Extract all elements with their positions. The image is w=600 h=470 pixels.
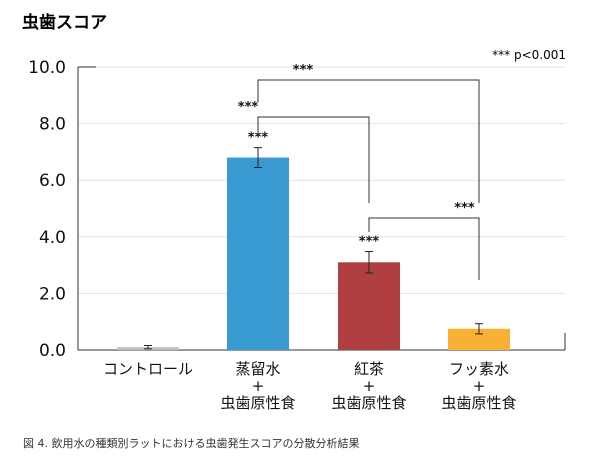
x-category-label: 蒸留水	[235, 360, 280, 378]
bracket-significance-label: ***	[238, 100, 259, 115]
x-category-label: +	[252, 377, 265, 395]
y-tick-label: 4.0	[39, 228, 66, 248]
x-category-label: コントロール	[103, 360, 193, 378]
y-tick-label: 6.0	[39, 171, 66, 191]
axes: 0.0 2.0 4.0 6.0 8.0 10.0	[28, 58, 566, 361]
x-category-label: 虫歯原性食	[220, 394, 295, 412]
y-tick-label: 8.0	[39, 115, 66, 135]
figure-caption: 図 4. 飲用水の種類別ラットにおける虫歯発生スコアの分散分析結果	[23, 437, 360, 450]
gridlines	[78, 66, 565, 294]
x-category-label: +	[363, 377, 376, 395]
x-category-label: 虫歯原性食	[441, 394, 516, 412]
x-category-label: フッ素水	[449, 360, 509, 378]
bar	[338, 262, 400, 350]
y-tick-label: 2.0	[39, 284, 66, 304]
x-category-label: +	[473, 377, 486, 395]
bar	[448, 328, 510, 350]
significance-note: *** p<0.001	[492, 48, 566, 62]
y-tick-label: 0.0	[39, 341, 66, 361]
bar-significance-label: ***	[359, 235, 380, 250]
x-category-label: 紅茶	[354, 360, 384, 378]
significance-brackets: *** *** ***	[238, 63, 480, 280]
y-tick-label: 10.0	[28, 58, 66, 78]
significance-bracket	[368, 217, 480, 280]
bracket-significance-label: ***	[454, 201, 475, 216]
bar	[227, 157, 289, 350]
bars: *** ***	[117, 131, 510, 350]
significance-bracket	[257, 116, 370, 203]
significance-bracket	[257, 79, 480, 203]
x-category-label: 虫歯原性食	[331, 394, 406, 412]
bar-significance-label: ***	[248, 131, 269, 146]
chart-title: 虫歯スコア	[22, 12, 107, 33]
bracket-significance-label: ***	[293, 63, 314, 78]
